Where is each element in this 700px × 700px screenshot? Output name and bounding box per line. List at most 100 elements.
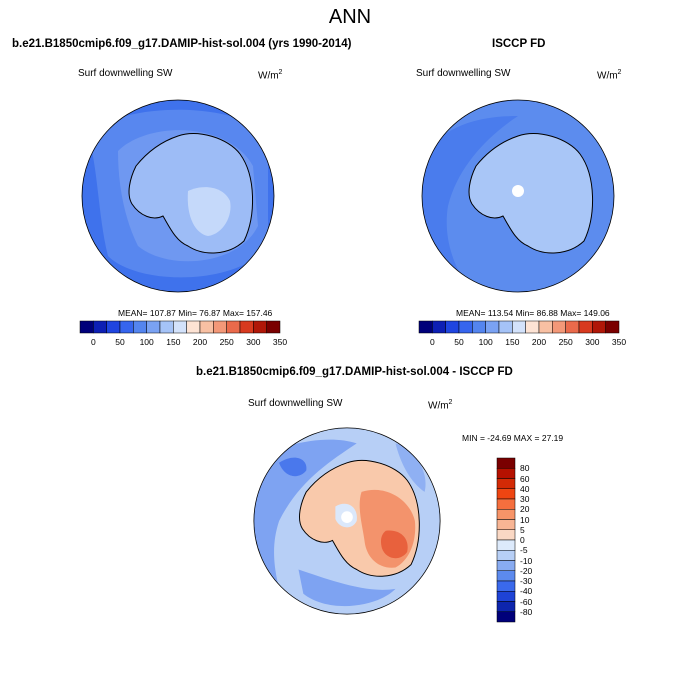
diff-colorbar-swatch [496,580,516,592]
obs-colorbar-swatch [538,320,553,334]
obs-colorbar [418,320,620,334]
model-colorbar-swatch [133,320,147,334]
obs-variable-label: Surf downwelling SW [416,68,511,79]
diff-colorbar-tick-label: 20 [520,504,530,515]
diff-colorbar-swatch [496,488,516,500]
diff-map-border [253,427,441,615]
model-colorbar-swatch [239,320,254,334]
diff-colorbar-tick-label: -20 [520,565,533,576]
obs-colorbar-tick-label: 350 [611,337,627,347]
obs-colorbar-swatch [605,320,620,334]
diff-colorbar-swatch [496,539,516,551]
model-case-title: b.e21.B1850cmip6.f09_g17.DAMIP-hist-sol.… [12,38,352,50]
obs-colorbar-swatch [552,320,566,334]
obs-case-title: ISCCP FD [492,38,546,50]
main-title: ANN [328,6,372,28]
obs-colorbar-tick-label: 50 [454,337,464,347]
obs-colorbar-swatch [418,320,433,334]
diff-colorbar-tick-label: 60 [520,473,530,484]
diff-case-title: b.e21.B1850cmip6.f09_g17.DAMIP-hist-sol.… [196,366,513,378]
obs-unit-label: W/m2 [597,69,622,82]
model-colorbar-swatch [79,320,94,334]
model-colorbar-tick-label: 300 [246,337,261,347]
obs-coastline [468,133,593,254]
model-polar-map [81,99,275,293]
model-colorbar-swatch [226,320,241,334]
diff-ocean-blue-band [253,439,357,615]
obs-colorbar-swatch [485,320,500,334]
model-colorbar-tick-label: 50 [115,337,125,347]
diff-colorbar-tick-label: -10 [520,555,533,566]
model-colorbar-tick-label: 250 [219,337,234,347]
diff-colorbar-swatch [496,509,516,520]
obs-pole-hole [512,185,524,197]
obs-ocean-dark-band [423,116,518,286]
diff-land-hot [380,530,408,559]
model-colorbar [79,320,281,334]
diff-colorbar-tick-label: -80 [520,606,533,617]
diff-colorbar-tick-label: 0 [520,535,525,545]
obs-colorbar-tick-label: 0 [429,337,435,347]
diff-colorbar-swatch [496,468,516,479]
diff-polar-map [253,427,441,615]
obs-colorbar-tick-label: 250 [558,337,573,347]
obs-colorbar-tick-label: 150 [505,337,520,347]
obs-polar-map [421,99,615,293]
diff-colorbar-swatch [496,529,516,541]
diff-colorbar-swatch [496,550,516,561]
diff-variable-label: Surf downwelling SW [248,398,343,409]
obs-colorbar-swatch [525,320,540,334]
model-colorbar-swatch [119,320,134,334]
diff-coastline [299,459,420,577]
diff-colorbar-swatch [496,570,516,582]
diff-colorbar-tick-label: 80 [520,463,530,474]
diff-colorbar-tick-label: -5 [520,545,528,556]
diff-colorbar-swatch [496,601,516,612]
model-colorbar-swatch [146,320,161,334]
model-map-border [81,99,275,293]
model-colorbar-tick-label: 150 [166,337,181,347]
diff-colorbar-swatch [496,611,516,623]
obs-stats: MEAN= 113.54 Min= 86.88 Max= 149.06 [456,308,610,318]
obs-colorbar-tick-label: 300 [585,337,600,347]
diff-colorbar-swatch [496,591,516,602]
diff-colorbar-swatch [496,560,516,571]
diff-ocean-dark-patch [279,457,307,477]
diff-colorbar [496,457,516,623]
diff-ocean-right-patch [395,443,426,492]
diff-stats: MIN = -24.69 MAX = 27.19 [462,433,564,443]
obs-colorbar-swatch [458,320,473,334]
diff-colorbar-tick-label: 30 [520,494,530,504]
diff-pole-hole [341,511,353,523]
model-colorbar-swatch [199,320,214,334]
model-colorbar-tick-label: 100 [139,337,154,347]
diff-colorbar-swatch [496,457,516,469]
model-colorbar-swatch [266,320,281,334]
model-colorbar-swatch [173,320,187,334]
diff-colorbar-swatch [496,478,516,489]
obs-colorbar-swatch [578,320,593,334]
model-colorbar-swatch [159,320,174,334]
diff-colorbar-tick-label: -60 [520,596,533,607]
model-coastline [128,133,253,254]
obs-colorbar-swatch [512,320,526,334]
model-unit-label: W/m2 [258,69,283,82]
model-stats: MEAN= 107.87 Min= 76.87 Max= 157.46 [118,308,273,318]
obs-colorbar-tick-label: 100 [478,337,493,347]
obs-colorbar-swatch [472,320,486,334]
diff-colorbar-tick-label: -40 [520,586,533,597]
diff-colorbar-tick-label: -30 [520,576,533,586]
model-variable-label: Surf downwelling SW [78,68,173,79]
obs-colorbar-tick-label: 200 [531,337,547,347]
obs-land-region [469,133,593,253]
diff-colorbar-tick-label: 10 [520,514,530,525]
obs-colorbar-swatch [592,320,606,334]
model-colorbar-swatch [93,320,107,334]
diff-colorbar-tick-label: 5 [520,524,525,535]
model-colorbar-swatch [186,320,201,334]
model-colorbar-swatch [106,320,121,334]
model-colorbar-tick-label: 0 [90,337,96,347]
obs-colorbar-swatch [432,320,446,334]
diff-unit-label: W/m2 [428,399,453,412]
model-colorbar-tick-label: 200 [192,337,208,347]
